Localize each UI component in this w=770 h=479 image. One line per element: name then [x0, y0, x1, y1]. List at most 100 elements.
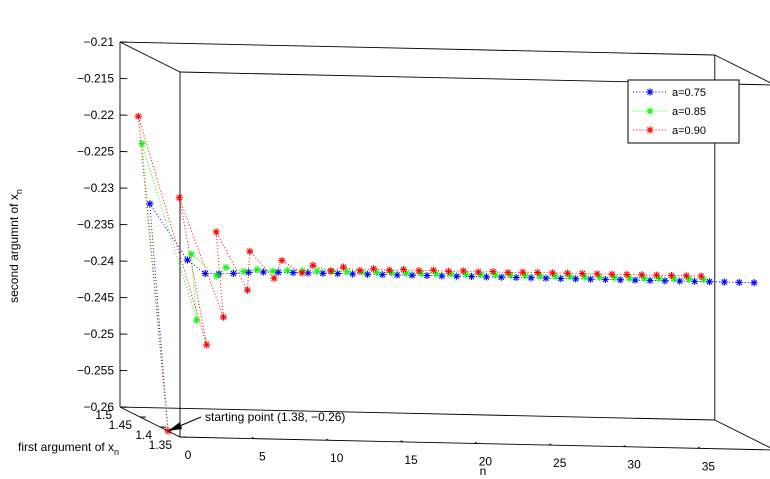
- data-point: [213, 272, 221, 280]
- x-tick-mark: [549, 443, 552, 446]
- data-point: [697, 272, 705, 280]
- data-point: [187, 250, 195, 258]
- data-point: [548, 269, 557, 277]
- x-tick-mark: [474, 441, 478, 444]
- x-tick-mark: [177, 435, 181, 438]
- data-point: [327, 267, 335, 275]
- data-point: [134, 112, 142, 120]
- data-point: [378, 270, 386, 279]
- legend-label: a=0.90: [672, 125, 706, 137]
- axes-box-edge: [714, 419, 770, 449]
- series-layer: [134, 112, 758, 435]
- y-tick-label: 1.4: [135, 428, 152, 442]
- z-tick-label: −0.25: [84, 327, 115, 341]
- data-point: [423, 271, 431, 280]
- data-point: [244, 268, 253, 276]
- data-point: [313, 267, 321, 275]
- z-tick-label: −0.24: [84, 254, 115, 268]
- data-point: [240, 267, 248, 276]
- data-point: [653, 271, 661, 279]
- z-tick-label: −0.245: [77, 291, 114, 305]
- z-tick-label: −0.23: [84, 181, 115, 195]
- axis-labels: n first argument of xn second argumnt of…: [7, 189, 486, 478]
- data-point: [283, 266, 291, 275]
- data-point: [219, 313, 228, 321]
- data-point: [444, 267, 453, 275]
- data-point: [253, 265, 261, 274]
- data-point: [212, 228, 220, 236]
- axes-box: [119, 41, 770, 451]
- x-tick-label: 35: [702, 459, 716, 473]
- z-tick-label: −0.235: [77, 218, 114, 232]
- x-tick-mark: [400, 440, 404, 443]
- data-point: [309, 261, 317, 269]
- data-point: [676, 277, 684, 285]
- legend-entry: a=0.85: [633, 106, 706, 118]
- data-point: [527, 274, 535, 282]
- axes-box-edge: [119, 41, 715, 56]
- data-point: [667, 271, 676, 280]
- data-point: [339, 263, 347, 271]
- data-point: [563, 269, 571, 277]
- data-point: [175, 194, 183, 202]
- series-line: [137, 116, 702, 432]
- x-axis-label: n: [480, 464, 487, 478]
- x-tick-mark: [623, 445, 627, 448]
- legend-label: a=0.75: [672, 87, 706, 99]
- data-point: [682, 272, 690, 280]
- data-point: [616, 276, 624, 284]
- legend-label: a=0.85: [672, 106, 706, 118]
- data-point: [631, 276, 639, 284]
- data-point: [462, 270, 470, 279]
- series-a=0.90: [134, 112, 705, 435]
- data-point: [243, 286, 252, 294]
- data-point: [298, 269, 306, 277]
- z-axis-label: second argumnt of xn: [7, 189, 24, 303]
- x-tick-mark: [697, 446, 701, 449]
- data-point: [489, 267, 497, 276]
- z-tick-label: −0.22: [84, 108, 115, 122]
- data-point: [369, 265, 378, 273]
- annotation: starting point (1.38, −0.26): [167, 410, 345, 432]
- x-tick-label: 0: [185, 448, 192, 462]
- data-point: [720, 278, 728, 286]
- data-point: [259, 268, 267, 276]
- data-point: [229, 269, 238, 278]
- legend-marker: [646, 126, 654, 134]
- z-tick-label: −0.215: [77, 72, 114, 86]
- x-tick-mark: [251, 437, 255, 440]
- data-point: [459, 267, 467, 275]
- data-point: [700, 276, 708, 284]
- annotation-arrow-head: [168, 422, 182, 431]
- data-point: [608, 270, 616, 278]
- data-point: [519, 268, 527, 276]
- data-point: [402, 269, 410, 277]
- data-point: [429, 266, 438, 274]
- data-point: [593, 270, 601, 278]
- axes-box-edge: [119, 41, 181, 73]
- y-tick-label: 1.5: [95, 408, 112, 422]
- data-point: [146, 200, 154, 208]
- data-point: [269, 267, 277, 275]
- z-tick-label: −0.255: [77, 364, 114, 378]
- data-point: [685, 275, 693, 283]
- legend-marker: [646, 88, 654, 96]
- data-point: [534, 268, 542, 277]
- x-tick-label: 10: [330, 451, 344, 465]
- axes-box-edge: [119, 406, 181, 438]
- data-point: [319, 269, 327, 277]
- data-point: [183, 256, 191, 264]
- data-point: [270, 274, 278, 282]
- data-point: [363, 270, 372, 278]
- x-tick-mark: [326, 438, 329, 441]
- legend-entry: a=0.75: [633, 87, 706, 99]
- y-tick-label: 1.45: [109, 418, 133, 432]
- x-tick-label: 20: [479, 455, 493, 469]
- legend-entry: a=0.90: [633, 125, 706, 137]
- data-point: [343, 268, 351, 276]
- data-point: [432, 270, 440, 278]
- axes-box-edge: [714, 54, 770, 84]
- data-point: [572, 275, 580, 283]
- data-point: [385, 266, 393, 274]
- axis-ticks: 05101520253035401.351.41.451.5−0.21−0.21…: [77, 35, 716, 473]
